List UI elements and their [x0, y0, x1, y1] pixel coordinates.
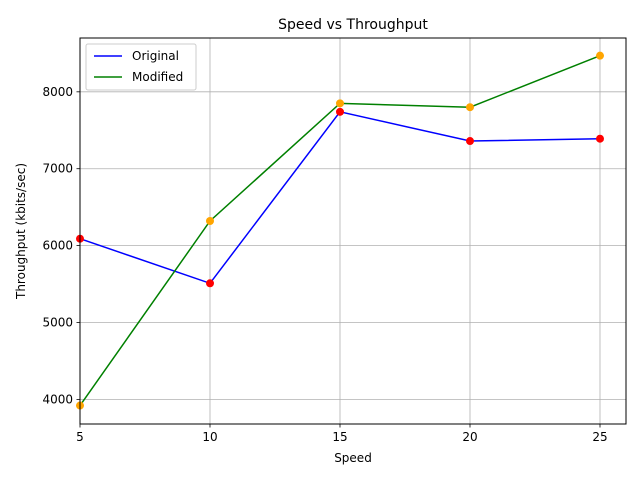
data-point-original	[336, 107, 344, 116]
data-point-original	[596, 134, 604, 143]
x-tick-label: 20	[462, 430, 477, 444]
y-axis-label: Throughput (kbits/sec)	[14, 163, 28, 300]
data-point-modified	[596, 51, 604, 60]
x-tick-label: 15	[332, 430, 347, 444]
legend-label: Original	[132, 49, 179, 63]
y-tick-label: 7000	[42, 162, 73, 176]
x-tick-label: 25	[592, 430, 607, 444]
series-layer	[76, 51, 604, 410]
x-axis-label: Speed	[334, 451, 372, 465]
data-point-modified	[336, 99, 344, 108]
y-tick-label: 8000	[42, 85, 73, 99]
plot-frame	[79, 37, 627, 425]
plot-area	[80, 38, 626, 424]
data-point-modified	[466, 103, 474, 112]
chart-title: Speed vs Throughput	[278, 17, 428, 33]
data-point-original	[206, 279, 214, 288]
x-tick-label: 10	[202, 430, 217, 444]
data-point-modified	[206, 217, 214, 226]
legend: Original Modified	[85, 43, 197, 91]
data-point-original	[466, 137, 474, 146]
y-tick-label: 6000	[42, 239, 73, 253]
x-tick-label: 5	[76, 430, 84, 444]
ticks: 5 10 15 20 25 4000 5000 6000 7000 8000	[42, 85, 607, 444]
y-tick-label: 5000	[42, 316, 73, 330]
legend-label: Modified	[132, 70, 183, 84]
y-tick-label: 4000	[42, 392, 73, 406]
